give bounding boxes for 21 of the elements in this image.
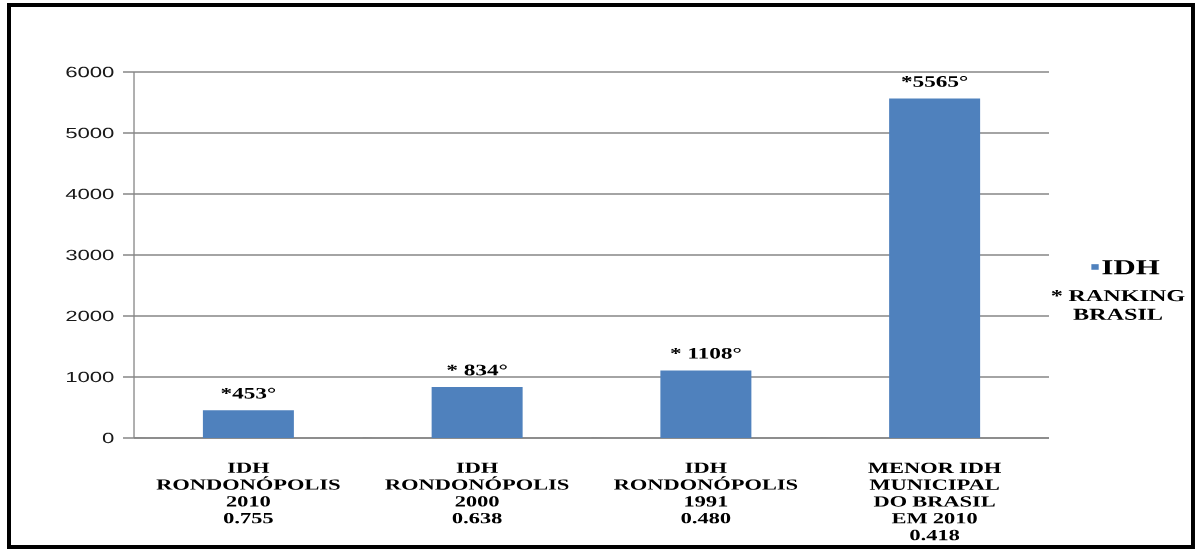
x-tick-label: MENOR IDH MUNICIPAL DO BRASIL EM 2010 0.418 (868, 462, 1001, 541)
bar (431, 387, 523, 438)
y-tick-label: 4000 (65, 188, 114, 200)
x-tick-label: IDH RONDONÓPOLIS 2010 0.755 (156, 462, 340, 524)
data-label: * 834° (447, 364, 507, 376)
bar (889, 98, 981, 438)
y-tick-label: 5000 (66, 127, 114, 139)
data-label: * 1108° (670, 347, 741, 359)
bar (202, 410, 294, 438)
legend-label: IDH (1102, 260, 1160, 275)
y-tick-label: 3000 (66, 249, 114, 261)
y-tick-label: 2000 (66, 310, 114, 322)
y-tick-label: 6000 (66, 66, 114, 78)
x-tick-label: IDH RONDONÓPOLIS 1991 0.480 (614, 462, 798, 524)
y-tick-label: 1000 (67, 371, 114, 383)
data-label: *453° (221, 387, 276, 399)
y-tick-label: 0 (102, 432, 114, 444)
data-label: *5565° (901, 76, 968, 87)
x-tick-label: IDH RONDONÓPOLIS 2000 0.638 (385, 462, 569, 524)
bar (660, 370, 752, 438)
text: * RANKING BRASIL (1051, 290, 1185, 320)
